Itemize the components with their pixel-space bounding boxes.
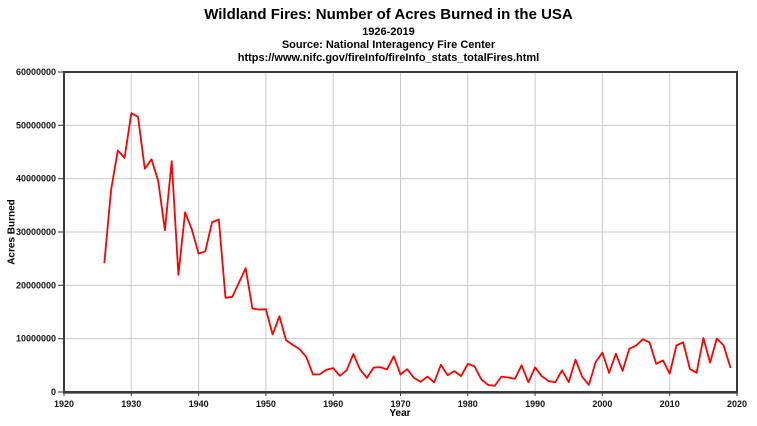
y-tick-label: 10000000: [16, 334, 56, 344]
x-tick-label: 1930: [121, 399, 141, 409]
x-tick-label: 1960: [323, 399, 343, 409]
x-tick-label: 1940: [189, 399, 209, 409]
y-axis-title: Acres Burned: [6, 199, 18, 265]
x-tick-label: 1950: [256, 399, 276, 409]
y-tick-label: 0: [51, 387, 56, 397]
x-tick-label: 2020: [727, 399, 747, 409]
chart-subtitle-years: 1926-2019: [362, 26, 415, 38]
y-tick-label: 20000000: [16, 280, 56, 290]
x-tick-label: 1920: [54, 399, 74, 409]
y-tick-label: 60000000: [16, 67, 56, 77]
chart-title: Wildland Fires: Number of Acres Burned i…: [204, 6, 573, 23]
x-tick-label: 2010: [660, 399, 680, 409]
y-tick-label: 30000000: [16, 227, 56, 237]
chart-source: Source: National Interagency Fire Center: [281, 39, 496, 51]
x-axis-title: Year: [389, 408, 411, 419]
x-tick-label: 1970: [390, 399, 410, 409]
y-tick-label: 50000000: [16, 120, 56, 130]
chart-header: Wildland Fires: Number of Acres Burned i…: [20, 6, 757, 65]
x-tick-label: 1990: [525, 399, 545, 409]
x-tick-label: 2000: [592, 399, 612, 409]
x-tick-label: 1980: [458, 399, 478, 409]
chart-source-url: https://www.nifc.gov/fireInfo/fireInfo_s…: [237, 52, 540, 64]
acres-burned-series-line: [103, 112, 732, 387]
y-tick-label: 40000000: [16, 174, 56, 184]
